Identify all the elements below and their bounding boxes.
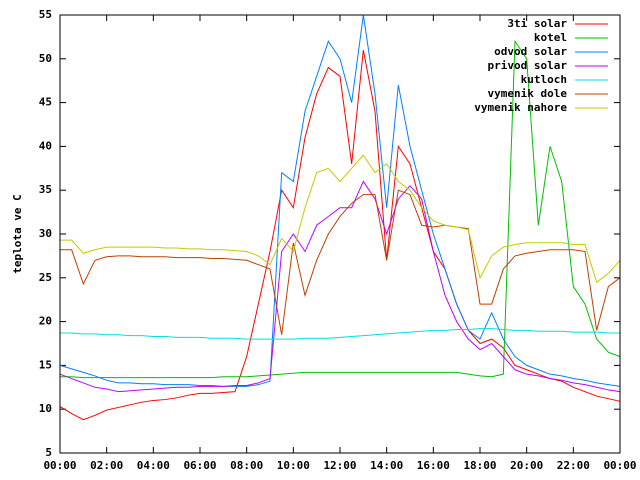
- x-tick-label: 22:00: [557, 459, 590, 472]
- y-tick-label: 20: [39, 315, 52, 328]
- y-tick-label: 5: [45, 446, 52, 459]
- x-tick-label: 00:00: [603, 459, 636, 472]
- y-axis-label: teplota ve C: [11, 194, 24, 273]
- y-tick-label: 40: [39, 139, 52, 152]
- y-tick-label: 25: [39, 271, 52, 284]
- legend-label: privod solar: [488, 59, 568, 72]
- x-tick-label: 10:00: [277, 459, 310, 472]
- y-tick-label: 45: [39, 96, 52, 109]
- plot-frame: [59, 14, 621, 454]
- x-tick-label: 14:00: [370, 459, 403, 472]
- legend-label: kotel: [534, 31, 567, 44]
- legend-label: vymenik nahore: [474, 101, 567, 114]
- y-tick-label: 55: [39, 8, 52, 21]
- y-tick-label: 50: [39, 52, 52, 65]
- series-line: [60, 189, 621, 335]
- y-tick-label: 30: [39, 227, 52, 240]
- legend-label: 3ti solar: [507, 17, 567, 30]
- series-line: [59, 180, 621, 393]
- x-tick-label: 20:00: [510, 459, 543, 472]
- y-tick-label: 15: [39, 358, 52, 371]
- x-tick-label: 02:00: [90, 459, 123, 472]
- x-tick-label: 18:00: [463, 459, 496, 472]
- legend-label: odvod solar: [494, 45, 567, 58]
- series-line: [60, 328, 620, 340]
- series-line: [60, 39, 621, 379]
- series-line: [59, 14, 621, 387]
- legend-label: kutloch: [521, 73, 567, 86]
- x-tick-label: 00:00: [43, 459, 76, 472]
- x-tick-label: 06:00: [183, 459, 216, 472]
- series-line: [60, 154, 621, 284]
- x-tick-label: 12:00: [323, 459, 356, 472]
- series-line: [59, 49, 621, 421]
- y-tick-label: 10: [39, 402, 52, 415]
- legend-label: vymenik dole: [488, 87, 568, 100]
- x-tick-label: 08:00: [230, 459, 263, 472]
- x-tick-label: 16:00: [417, 459, 450, 472]
- y-tick-label: 35: [39, 183, 52, 196]
- x-tick-label: 04:00: [137, 459, 170, 472]
